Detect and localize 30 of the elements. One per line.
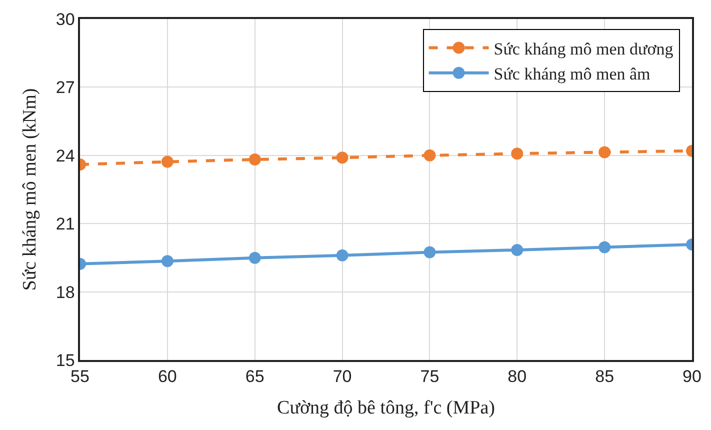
y-tick-label: 18 [56, 282, 75, 302]
y-tick-label: 30 [56, 10, 75, 29]
x-tick-label: 85 [595, 367, 614, 386]
point [336, 249, 348, 262]
point [248, 252, 261, 264]
y-axis-title: Sức kháng mô men (kNm) [19, 88, 40, 291]
point [598, 146, 611, 158]
point [161, 255, 174, 268]
point [424, 246, 436, 258]
x-tick-label: 90 [682, 367, 702, 386]
x-tick-label: 60 [158, 367, 177, 386]
legend-label: Sức kháng mô men dương [494, 39, 674, 58]
point [511, 244, 524, 256]
point [161, 156, 174, 168]
x-tick-label: 65 [245, 367, 264, 386]
x-tick-label: 80 [508, 367, 527, 386]
x-tick-label: 70 [332, 367, 352, 386]
point [511, 148, 524, 160]
point [248, 153, 261, 166]
x-axis-title: Cường độ bê tông, f'c (MPa) [277, 397, 495, 418]
y-tick-label: 15 [56, 350, 75, 370]
y-tick-label: 21 [56, 214, 75, 234]
point [424, 149, 436, 162]
x-tick-label: 75 [420, 367, 440, 386]
point [598, 241, 611, 254]
x-tick-label: 55 [70, 367, 90, 386]
y-tick-label: 24 [56, 146, 75, 166]
legend-label: Sức kháng mô men âm [494, 64, 650, 84]
point [336, 152, 348, 164]
y-tick-label: 27 [56, 78, 75, 98]
